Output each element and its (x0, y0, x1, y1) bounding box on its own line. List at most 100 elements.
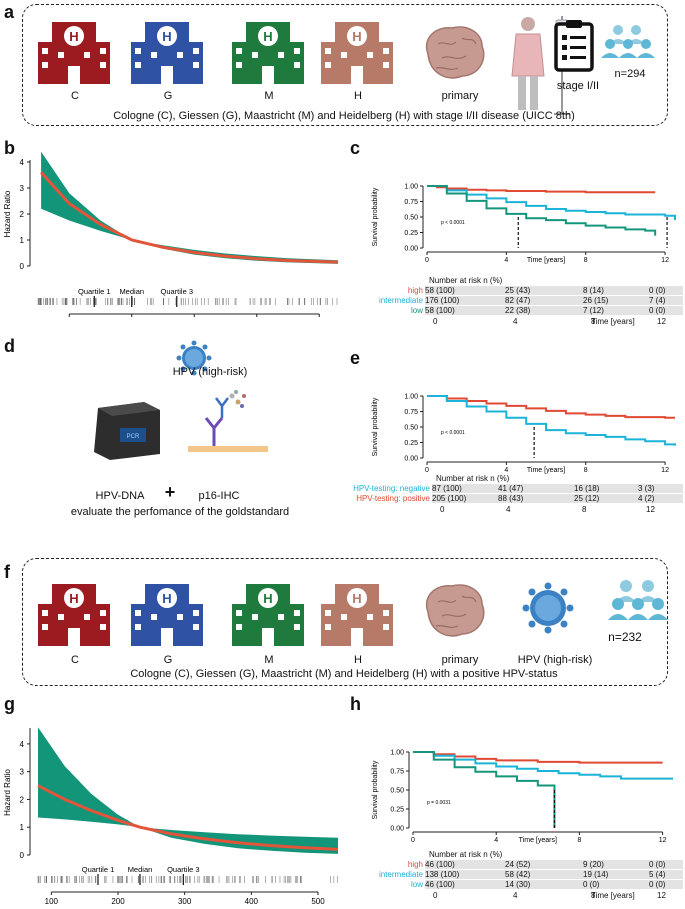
risk-table-cell: 88 (43) (498, 494, 524, 503)
center-label-M: M (264, 90, 274, 102)
risk-table-cell: 46 (100) (425, 880, 455, 889)
quartile-label: Quartile 1 (82, 865, 115, 874)
panel-d-icons: PCR (94, 340, 268, 460)
x-tick-label: 100 (45, 897, 59, 906)
y-tick-label: 0.75 (404, 409, 418, 416)
hospital-icon-H: H (321, 584, 393, 646)
y-tick-label: 1 (20, 236, 25, 245)
svg-text:H: H (263, 29, 272, 44)
plus-sign: + (164, 482, 176, 502)
risk-table-cell: 0 (0) (649, 306, 666, 315)
risk-table-cell: 24 (52) (505, 860, 531, 869)
panel-a-icons: H H H H (38, 16, 655, 115)
y-axis-label: Survival probability (372, 187, 379, 246)
svg-text:H: H (352, 29, 361, 44)
risk-table-row: 87 (100) 41 (47) 16 (18) 3 (3) (432, 484, 683, 493)
y-tick-label: 2 (20, 210, 25, 219)
risk-table-group-label: low (410, 306, 423, 315)
y-axis-label: Survival probability (372, 397, 379, 456)
panel-letter-c: c (350, 138, 361, 158)
hospital-icon-M: H (232, 584, 304, 646)
y-tick-label: 0.25 (404, 440, 418, 447)
risk-table-time-tick: 0 (433, 317, 438, 326)
x-tick-label: 300 (188, 319, 202, 320)
x-axis-label: Time [years] (519, 837, 557, 844)
hazard-ratio-line (39, 171, 339, 264)
risk-table-group-label: HPV-testing: negative (353, 484, 430, 493)
y-tick-label: 0.25 (404, 230, 418, 237)
risk-table-time-tick: 12 (657, 317, 666, 326)
hpv-label-f: HPV (high-risk) (517, 654, 593, 666)
x-tick-label: 0 (425, 257, 429, 264)
tumor-icon (425, 584, 485, 637)
virus-icon (176, 340, 212, 376)
x-tick-label: 400 (250, 319, 264, 320)
primary-label-a: primary (441, 90, 479, 102)
x-tick-label: 12 (661, 467, 669, 474)
hpv-label-d: HPV (high-risk) (172, 366, 248, 378)
x-tick-label: 8 (584, 467, 588, 474)
center-label-H: H (354, 90, 362, 102)
pcr-machine-icon: PCR (94, 402, 160, 460)
x-tick-label: 0 (425, 467, 429, 474)
hospital-icon-C: H (38, 584, 110, 646)
svg-text:H: H (69, 591, 78, 606)
stage-label: stage I/II (556, 80, 600, 92)
risk-table-cell: 0 (0) (649, 880, 666, 889)
quartile-label: Median (128, 865, 153, 874)
panel-letter-f: f (4, 562, 10, 582)
survival-curve-high (427, 185, 656, 194)
svg-text:H: H (162, 29, 171, 44)
y-axis-label: Hazard Ratio (3, 190, 12, 237)
p-value: p < 0.0001 (441, 220, 465, 226)
p-value: p = 0.0031 (427, 800, 451, 806)
panel-letter-g: g (4, 694, 15, 714)
caption-f: Cologne (C), Giessen (G), Maastricht (M)… (130, 668, 558, 680)
risk-table-xlabel: Time [years] (591, 891, 635, 900)
panel-letter-a: a (4, 2, 15, 22)
risk-table-time-tick: 8 (591, 317, 596, 326)
risk-table-cell: 26 (15) (583, 296, 609, 305)
panel-f-icons: H H H H (38, 580, 668, 646)
panel-f-box (22, 558, 668, 686)
svg-text:H: H (162, 591, 171, 606)
quartile-label: Median (119, 287, 144, 296)
risk-table-time-tick: 4 (513, 891, 518, 900)
y-axis-label: Survival probability (372, 760, 379, 819)
people-group-icon (601, 25, 655, 58)
center-label-C: C (71, 90, 79, 102)
hospital-icon-G: H (131, 584, 203, 646)
risk-table-row: 176 (100) 82 (47) 26 (15) 7 (4) (425, 296, 683, 305)
y-tick-label: 0.50 (390, 788, 404, 795)
y-tick-label: 0.00 (404, 456, 418, 463)
km-chart-c: 0.00 0.25 0.50 0.75 1.00 0 4 8 12 Survival probab… (372, 184, 676, 264)
svg-text:H: H (69, 29, 78, 44)
ci-band (38, 727, 338, 854)
y-tick-label: 0 (20, 851, 25, 860)
panel-letter-h: h (350, 694, 361, 714)
svg-text:PCR: PCR (127, 434, 140, 440)
y-tick-label: 1 (20, 823, 25, 832)
risk-table-cell: 82 (47) (505, 296, 531, 305)
x-tick-label: 12 (661, 257, 669, 264)
x-tick-label: 12 (659, 837, 667, 844)
risk-table-cell: 0 (0) (583, 880, 600, 889)
y-tick-label: 0.50 (404, 215, 418, 222)
hazard-ratio-line (37, 784, 339, 851)
risk-table-cell: 8 (14) (583, 286, 604, 295)
risk-table-row: 58 (100) 25 (43) 8 (14) 0 (0) (425, 286, 683, 295)
risk-table-row: 205 (100) 88 (43) 25 (12) 4 (2) (432, 494, 683, 503)
risk-table-time-tick: 12 (646, 505, 655, 514)
primary-label-f: primary (441, 654, 479, 666)
survival-curve-hpv-testing--positive (427, 395, 675, 419)
risk-table-time-tick: 4 (513, 317, 518, 326)
risk-table-cell: 7 (4) (649, 296, 666, 305)
hospital-icon-C: H (38, 22, 110, 84)
x-tick-label: 400 (245, 897, 259, 906)
quartile-label: Quartile 3 (167, 865, 200, 874)
y-tick-label: 3 (20, 768, 25, 777)
hpv-dna-label: HPV-DNA (95, 490, 145, 502)
risk-table-cell: 176 (100) (425, 296, 460, 305)
